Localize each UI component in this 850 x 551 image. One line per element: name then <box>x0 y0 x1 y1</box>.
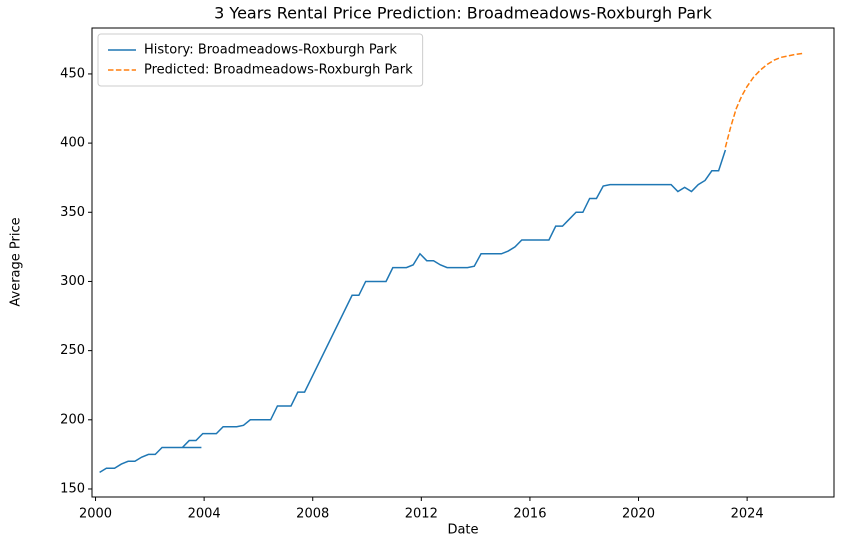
plot-frame <box>91 27 835 498</box>
data-line <box>724 52 805 148</box>
y-tick-label: 350 <box>60 205 85 220</box>
x-tick-label: 2020 <box>622 507 655 522</box>
x-axis-label: Date <box>447 523 478 538</box>
y-tick-label: 200 <box>60 412 85 427</box>
x-tick-label: 2000 <box>79 507 112 522</box>
legend: History: Broadmeadows-Roxburgh Park Predi… <box>97 33 424 87</box>
y-tick-label: 150 <box>60 481 85 496</box>
y-tick-label: 450 <box>60 66 85 81</box>
x-tick-label: 2008 <box>296 507 329 522</box>
legend-box <box>97 33 424 87</box>
x-tick-label: 2004 <box>188 507 221 522</box>
y-tick-label: 250 <box>60 343 85 358</box>
y-tick-label: 400 <box>60 136 85 151</box>
y-axis-label: Average Price <box>9 217 24 306</box>
x-tick-label: 2012 <box>405 507 438 522</box>
x-tick-label: 2016 <box>513 507 546 522</box>
chart-title: 3 Years Rental Price Prediction: Broadme… <box>214 4 712 23</box>
y-tick-label: 300 <box>60 274 85 289</box>
legend-label: Predicted: Broadmeadows-Roxburgh Park <box>144 63 413 78</box>
x-tick-label: 2024 <box>731 507 764 522</box>
legend-label: History: Broadmeadows-Roxburgh Park <box>144 43 397 58</box>
data-line <box>99 149 727 474</box>
